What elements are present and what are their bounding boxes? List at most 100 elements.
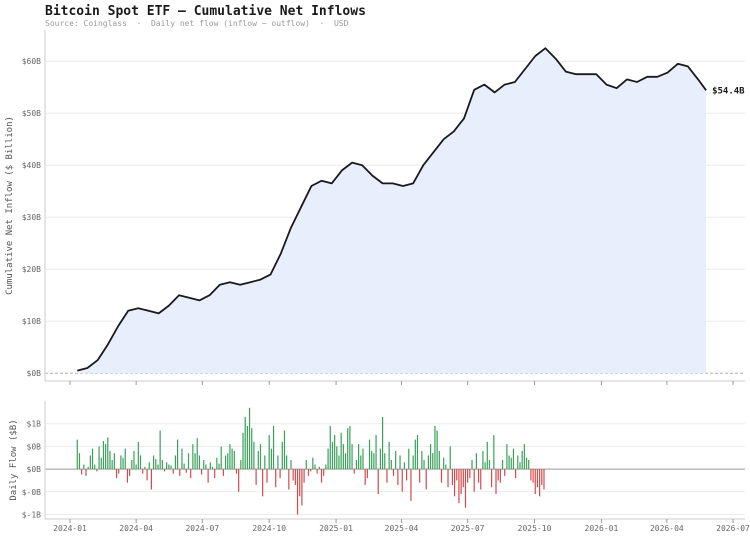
flow-bar	[464, 469, 467, 508]
flow-bar	[137, 441, 139, 470]
flow-bar	[347, 428, 349, 470]
flow-bar	[375, 435, 377, 470]
flow-bar	[323, 469, 325, 476]
flow-bar	[467, 469, 469, 483]
flow-bar	[253, 441, 255, 470]
flow-bar	[203, 460, 205, 470]
flow-bar	[371, 450, 373, 470]
x-tick-label: 2026-01	[585, 524, 619, 533]
flow-bar	[281, 441, 283, 470]
flow-bar	[506, 444, 508, 470]
flow-bar	[102, 440, 105, 470]
y-tick-label: $0B	[27, 442, 42, 451]
flow-bar	[412, 455, 414, 470]
flow-bar	[349, 425, 351, 470]
flow-bar	[399, 455, 401, 470]
flow-bar	[427, 455, 429, 470]
flow-bar	[301, 469, 303, 506]
flow-bar	[438, 450, 440, 470]
flow-bar	[194, 453, 196, 470]
cumulative-panel: $0B $10B $20B $30B $40B $50B $60B $54.4B Cumulat…	[5, 30, 745, 385]
y-tick-label: $0B	[27, 465, 42, 474]
flow-bar	[360, 455, 362, 470]
flow-bar	[98, 446, 100, 470]
flow-bar	[270, 448, 272, 470]
flow-bar	[434, 425, 436, 470]
flow-bar	[100, 457, 102, 470]
x-tick-label: 2026-04	[650, 524, 684, 533]
flow-bar	[451, 469, 453, 485]
y-axis-label: Cumulative Net Inflow ($ Billion)	[5, 116, 15, 295]
flow-bar	[172, 469, 174, 474]
flow-bar	[240, 460, 242, 470]
flow-bar	[491, 469, 493, 488]
flow-bar	[126, 469, 129, 483]
flow-bar	[113, 453, 115, 470]
flow-bar	[325, 464, 327, 470]
flow-bar	[296, 469, 299, 515]
flow-bar	[224, 455, 227, 470]
flow-bar	[480, 469, 482, 490]
flow-bar	[81, 469, 83, 475]
flow-bar	[395, 450, 397, 470]
flow-bar	[532, 469, 534, 483]
flow-bar	[235, 469, 238, 474]
y-tick-label: $-0B	[22, 488, 41, 497]
flow-bar	[473, 469, 475, 492]
flow-bar	[410, 469, 412, 501]
flow-bar	[312, 457, 314, 470]
flow-bar	[523, 444, 525, 470]
flow-bar	[486, 441, 488, 470]
flow-bar	[501, 460, 504, 470]
flow-bar	[115, 469, 118, 479]
flow-bar	[222, 469, 224, 476]
flow-bar	[91, 448, 94, 470]
flow-bar	[351, 444, 353, 470]
flow-bar	[382, 416, 384, 470]
flow-bar	[272, 425, 275, 470]
flow-bar	[462, 469, 464, 488]
flow-bar	[541, 469, 543, 485]
flow-bar	[229, 444, 231, 470]
flow-bar	[534, 469, 536, 495]
flow-bar	[331, 441, 334, 470]
flow-bar	[377, 469, 379, 495]
y-tick-label: $30B	[22, 213, 41, 222]
flow-bar	[216, 457, 218, 470]
flow-bar	[214, 469, 216, 479]
flow-bar	[200, 469, 203, 475]
flow-bar	[408, 448, 410, 470]
flow-bar	[105, 444, 107, 470]
x-tick-label: 2024-10	[252, 524, 286, 533]
flow-bar	[327, 448, 329, 470]
y-tick-label: $-1B	[22, 510, 41, 519]
flow-bar	[192, 444, 194, 470]
flow-bar	[242, 432, 244, 470]
flow-bar	[314, 464, 316, 470]
flow-bar	[94, 464, 96, 470]
y-tick-label: $20B	[22, 265, 41, 274]
flow-bar	[124, 448, 126, 470]
x-tick-label: 2025-01	[319, 524, 353, 533]
flow-bar	[477, 469, 480, 483]
flow-bar	[403, 462, 406, 470]
flow-bar	[264, 455, 266, 470]
y-tick-label: $0B	[27, 369, 42, 378]
x-tick-label: 2026-07	[716, 524, 750, 533]
flow-bar	[316, 469, 318, 474]
flow-bar	[338, 455, 340, 470]
flow-bar	[279, 469, 281, 479]
flow-bar	[355, 460, 358, 470]
flow-bar	[251, 428, 253, 470]
flow-bar	[504, 469, 506, 476]
flow-bar	[176, 439, 179, 470]
flow-bar	[181, 448, 183, 470]
flow-bar	[87, 466, 89, 470]
x-tick-label: 2024-01	[53, 524, 87, 533]
flow-bar	[268, 435, 270, 470]
flow-bar	[373, 453, 375, 470]
flow-bar	[493, 435, 495, 470]
flow-bar	[497, 469, 499, 481]
flow-bar	[148, 462, 150, 470]
